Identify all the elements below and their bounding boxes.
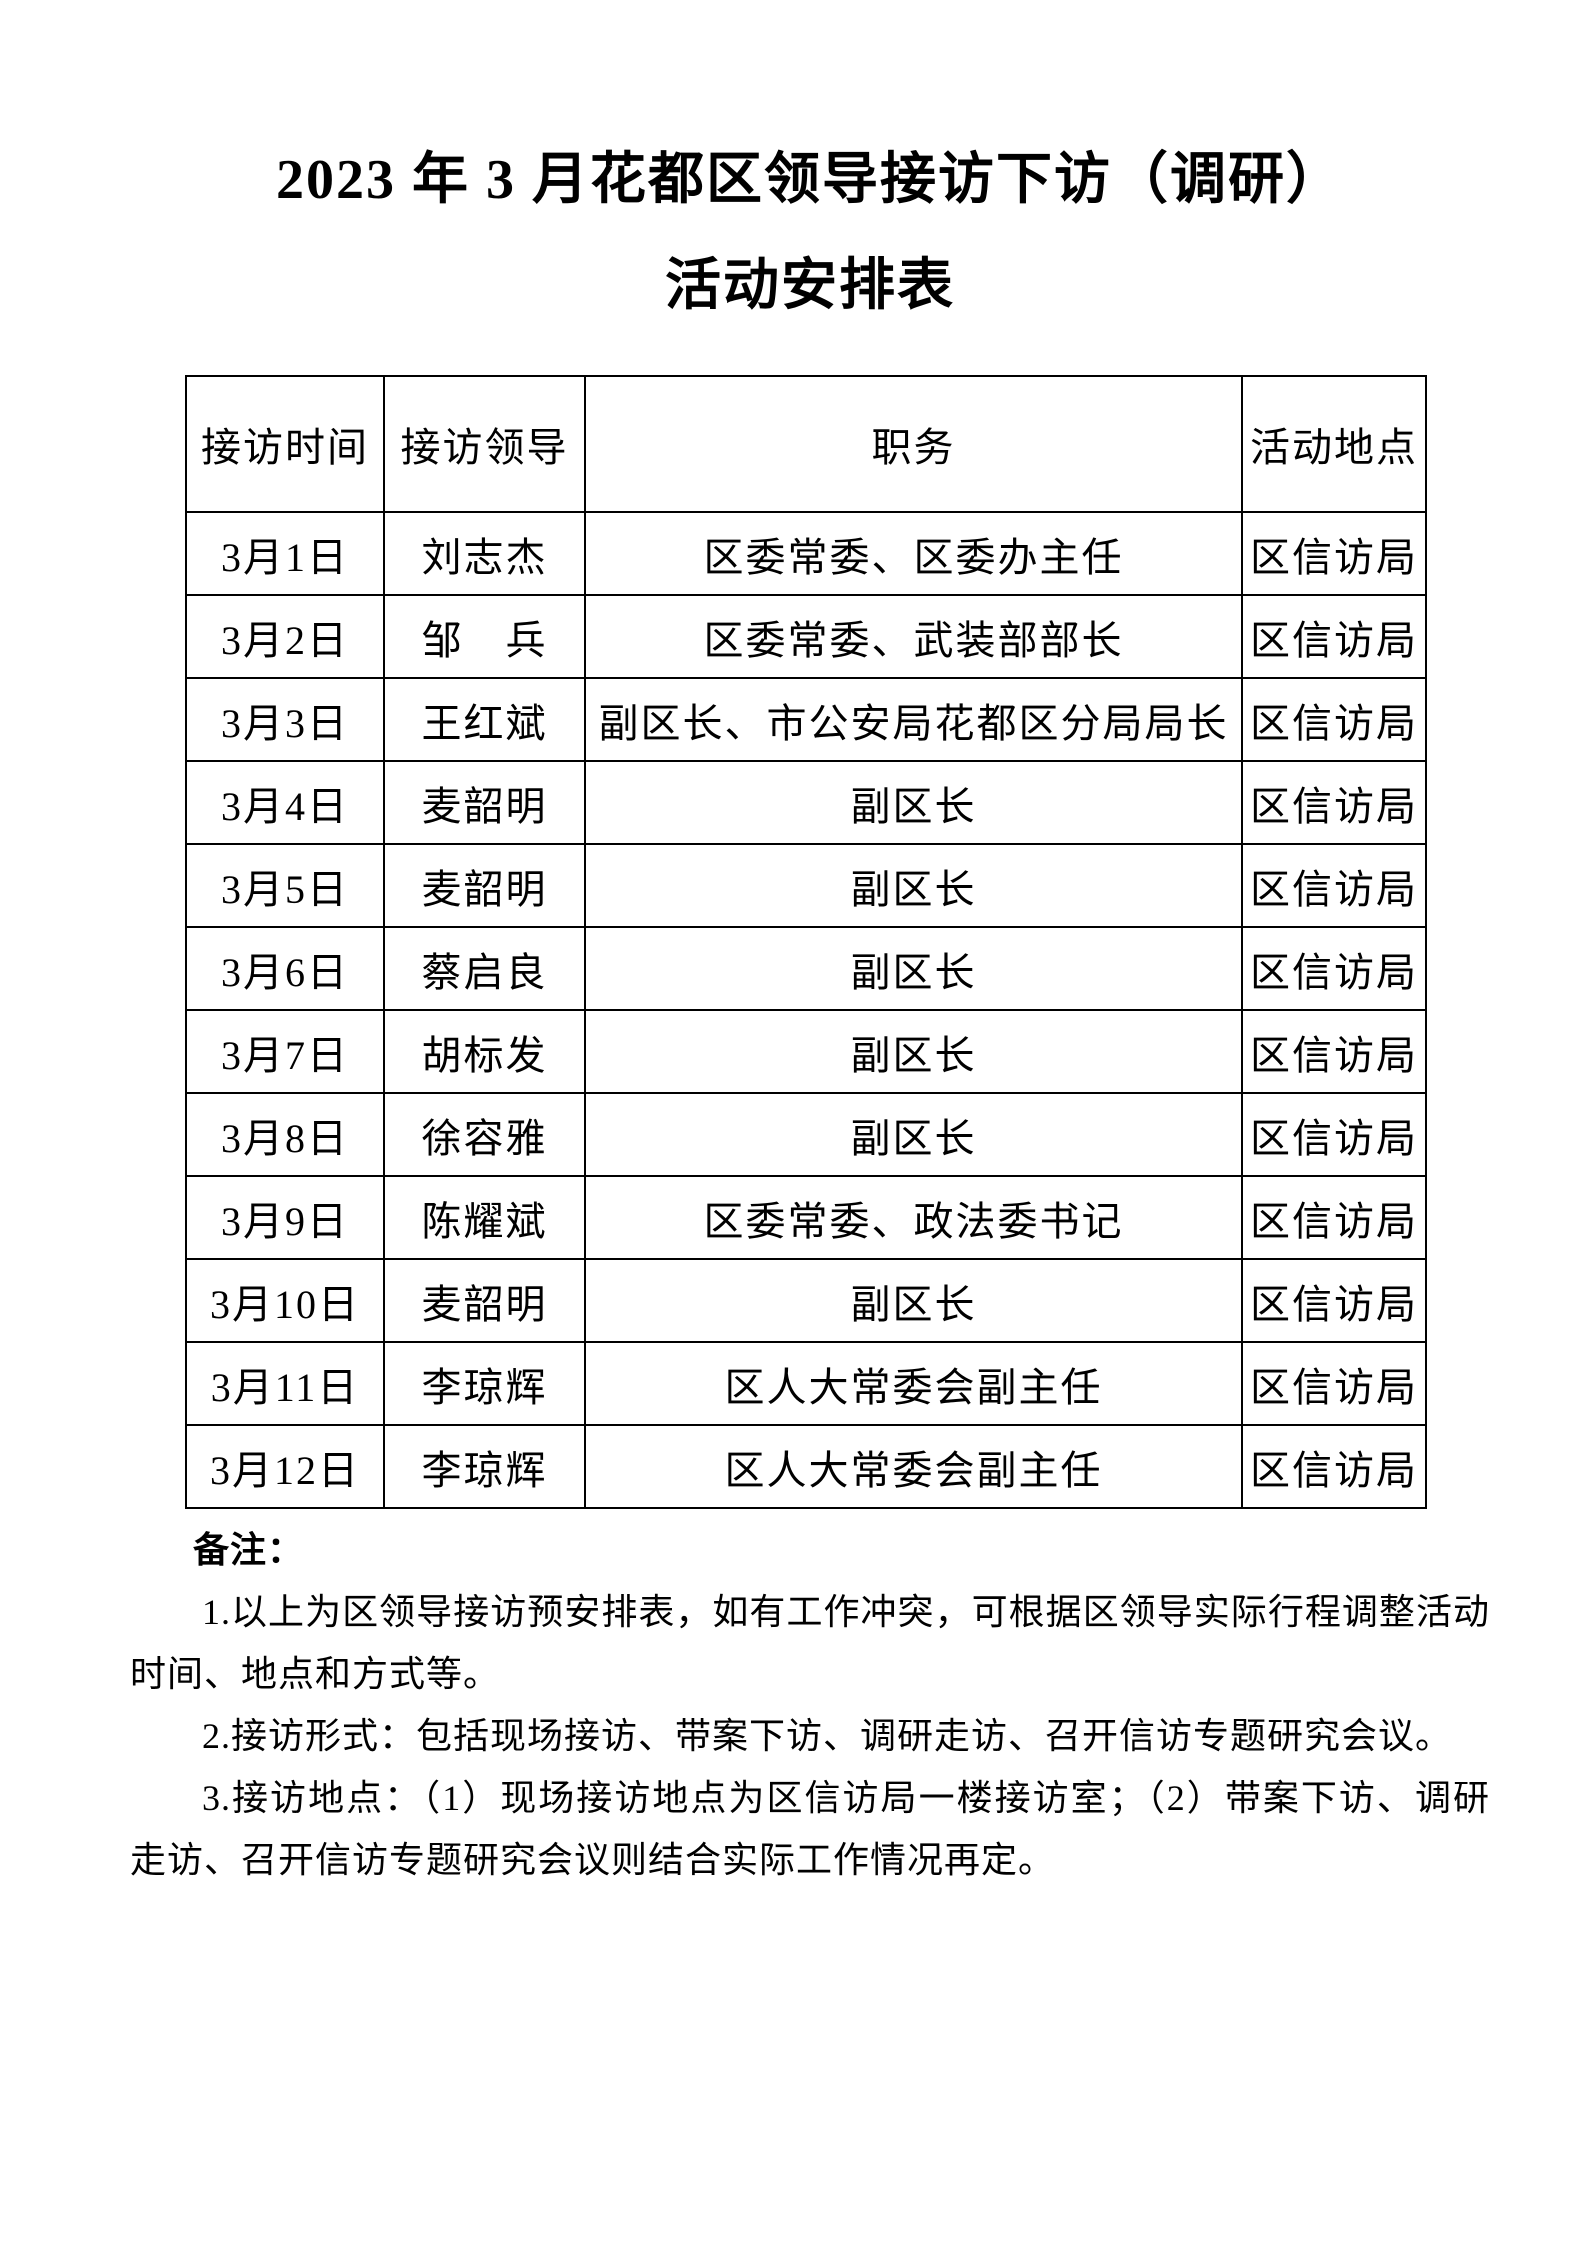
table-row: 3月3日 王红斌 副区长、市公安局花都区分局局长 区信访局: [185, 677, 1427, 762]
cell-position: 副区长: [584, 926, 1243, 1011]
cell-activity-location: 区信访局: [1241, 1341, 1427, 1426]
table-row: 3月11日 李琼辉 区人大常委会副主任 区信访局: [185, 1341, 1427, 1426]
table-row: 3月5日 麦韶明 副区长 区信访局: [185, 843, 1427, 928]
cell-activity-location: 区信访局: [1241, 760, 1427, 845]
cell-reception-time: 3月10日: [185, 1258, 385, 1343]
notes-section: 备注： 1.以上为区领导接访预安排表，如有工作冲突，可根据区领导实际行程调整活动…: [130, 1519, 1490, 1891]
cell-reception-leader: 麦韶明: [383, 760, 586, 845]
cell-position: 副区长: [584, 760, 1243, 845]
table-header-row: 接访时间 接访领导 职务 活动地点: [185, 375, 1427, 513]
cell-reception-time: 3月11日: [185, 1341, 385, 1426]
cell-reception-leader: 徐容雅: [383, 1092, 586, 1177]
table-row: 3月6日 蔡启良 副区长 区信访局: [185, 926, 1427, 1011]
cell-reception-time: 3月8日: [185, 1092, 385, 1177]
cell-activity-location: 区信访局: [1241, 1009, 1427, 1094]
table-row: 3月7日 胡标发 副区长 区信访局: [185, 1009, 1427, 1094]
cell-reception-time: 3月1日: [185, 511, 385, 596]
header-cell-reception-leader: 接访领导: [383, 375, 586, 513]
cell-reception-time: 3月12日: [185, 1424, 385, 1509]
table-row: 3月10日 麦韶明 副区长 区信访局: [185, 1258, 1427, 1343]
cell-reception-time: 3月5日: [185, 843, 385, 928]
table-row: 3月2日 邹 兵 区委常委、武装部部长 区信访局: [185, 594, 1427, 679]
cell-reception-time: 3月7日: [185, 1009, 385, 1094]
cell-activity-location: 区信访局: [1241, 1092, 1427, 1177]
header-cell-position: 职务: [584, 375, 1243, 513]
header-cell-activity-location: 活动地点: [1241, 375, 1427, 513]
title-line-1: 2023 年 3 月花都区领导接访下访（调研）: [276, 149, 1344, 211]
cell-position: 副区长: [584, 1258, 1243, 1343]
header-cell-reception-time: 接访时间: [185, 375, 385, 513]
cell-activity-location: 区信访局: [1241, 1258, 1427, 1343]
title-line-2: 活动安排表: [665, 255, 955, 317]
cell-reception-leader: 李琼辉: [383, 1341, 586, 1426]
cell-reception-leader: 李琼辉: [383, 1424, 586, 1509]
schedule-table: 接访时间 接访领导 职务 活动地点 3月1日 刘志杰 区委常委、区委办主任 区信…: [185, 375, 1427, 1509]
cell-activity-location: 区信访局: [1241, 926, 1427, 1011]
cell-position: 副区长、市公安局花都区分局局长: [584, 677, 1243, 762]
cell-activity-location: 区信访局: [1241, 1175, 1427, 1260]
table-row: 3月9日 陈耀斌 区委常委、政法委书记 区信访局: [185, 1175, 1427, 1260]
table-row: 3月8日 徐容雅 副区长 区信访局: [185, 1092, 1427, 1177]
cell-activity-location: 区信访局: [1241, 594, 1427, 679]
cell-reception-time: 3月6日: [185, 926, 385, 1011]
cell-reception-leader: 陈耀斌: [383, 1175, 586, 1260]
cell-position: 区人大常委会副主任: [584, 1341, 1243, 1426]
cell-reception-leader: 麦韶明: [383, 843, 586, 928]
note-item-3: 3.接访地点：（1）现场接访地点为区信访局一楼接访室；（2）带案下访、调研走访、…: [130, 1778, 1490, 1880]
note-item-2: 2.接访形式：包括现场接访、带案下访、调研走访、召开信访专题研究会议。: [202, 1716, 1453, 1756]
notes-label: 备注：: [193, 1530, 305, 1570]
cell-reception-time: 3月2日: [185, 594, 385, 679]
cell-reception-time: 3月3日: [185, 677, 385, 762]
cell-reception-leader: 王红斌: [383, 677, 586, 762]
cell-reception-leader: 麦韶明: [383, 1258, 586, 1343]
cell-reception-leader: 邹 兵: [383, 594, 586, 679]
table-row: 3月12日 李琼辉 区人大常委会副主任 区信访局: [185, 1424, 1427, 1509]
cell-activity-location: 区信访局: [1241, 677, 1427, 762]
table-row: 3月4日 麦韶明 副区长 区信访局: [185, 760, 1427, 845]
cell-position: 区委常委、区委办主任: [584, 511, 1243, 596]
cell-reception-time: 3月9日: [185, 1175, 385, 1260]
cell-reception-leader: 蔡启良: [383, 926, 586, 1011]
table-row: 3月1日 刘志杰 区委常委、区委办主任 区信访局: [185, 511, 1427, 596]
cell-position: 区委常委、武装部部长: [584, 594, 1243, 679]
note-item-1: 1.以上为区领导接访预安排表，如有工作冲突，可根据区领导实际行程调整活动时间、地…: [130, 1592, 1490, 1694]
cell-reception-leader: 胡标发: [383, 1009, 586, 1094]
cell-position: 区人大常委会副主任: [584, 1424, 1243, 1509]
document-title: 2023 年 3 月花都区领导接访下访（调研） 活动安排表: [130, 148, 1490, 318]
cell-reception-time: 3月4日: [185, 760, 385, 845]
cell-position: 副区长: [584, 1009, 1243, 1094]
cell-position: 副区长: [584, 1092, 1243, 1177]
cell-reception-leader: 刘志杰: [383, 511, 586, 596]
cell-position: 副区长: [584, 843, 1243, 928]
cell-activity-location: 区信访局: [1241, 843, 1427, 928]
cell-position: 区委常委、政法委书记: [584, 1175, 1243, 1260]
cell-activity-location: 区信访局: [1241, 511, 1427, 596]
cell-activity-location: 区信访局: [1241, 1424, 1427, 1509]
